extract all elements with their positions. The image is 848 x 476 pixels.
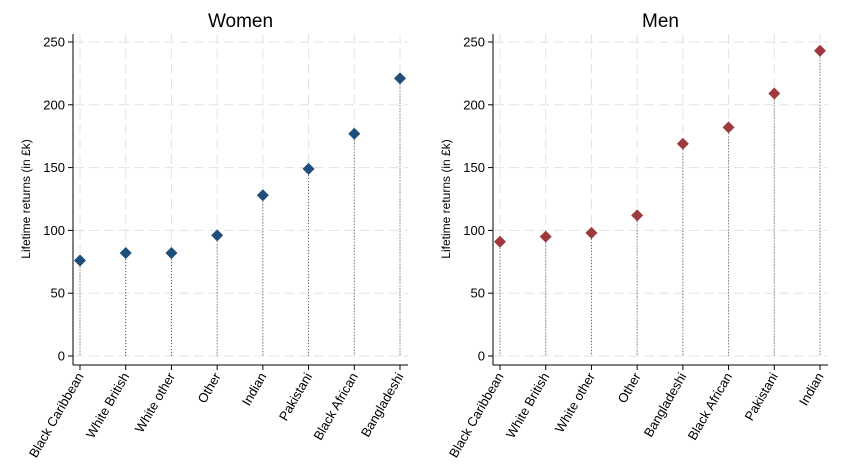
- men-panel: Men Lifetime returns (in £k) 0 50 100 150 200 2…: [439, 11, 828, 460]
- y-tick-label: 100: [463, 223, 485, 238]
- y-tick-label: 250: [463, 35, 485, 50]
- data-point-marker: [211, 229, 224, 242]
- y-axis-label: Lifetime returns (in £k): [439, 139, 453, 258]
- x-tick-label: Black African: [310, 370, 361, 443]
- x-tick-label: Indian: [796, 370, 827, 408]
- x-tick-label: Bangladeshi: [641, 370, 690, 440]
- y-tick-label: 200: [463, 97, 485, 112]
- y-tick-label: 50: [471, 286, 485, 301]
- x-tick-label: White other: [132, 369, 179, 435]
- x-tick-label: Other: [614, 369, 644, 405]
- y-tick-label: 150: [43, 160, 65, 175]
- data-point-marker: [631, 209, 644, 222]
- data-point-marker: [256, 189, 269, 202]
- panel-title: Women: [208, 11, 273, 32]
- x-tick-label: Black Caribbean: [446, 370, 507, 460]
- x-tick-label: Black African: [685, 370, 736, 443]
- data-point-marker: [74, 254, 86, 267]
- data-point-marker: [494, 235, 506, 248]
- data-point-marker: [394, 72, 406, 85]
- data-point-marker: [302, 162, 315, 175]
- y-tick-label: 0: [58, 349, 65, 364]
- data-point-marker: [119, 247, 132, 260]
- data-point-marker: [768, 87, 781, 100]
- data-point-marker: [165, 247, 178, 260]
- x-tick-label: White other: [552, 369, 599, 435]
- x-tick-label: White British: [503, 370, 552, 441]
- data-point-marker: [585, 226, 598, 239]
- x-tick-label: Pakistani: [276, 370, 315, 423]
- x-tick-label: White British: [83, 370, 132, 441]
- y-tick-label: 150: [463, 160, 485, 175]
- data-point-marker: [722, 121, 735, 134]
- x-tick-label: Bangladeshi: [358, 370, 407, 440]
- x-tick-label: Indian: [239, 370, 270, 408]
- x-tick-label: Black Caribbean: [26, 370, 87, 460]
- data-point-marker: [676, 137, 689, 150]
- x-tick-label: Pakistani: [742, 370, 781, 423]
- x-tick-label: Other: [194, 369, 224, 405]
- data-point-marker: [539, 230, 552, 243]
- y-tick-label: 50: [51, 286, 65, 301]
- data-point-marker: [348, 127, 361, 140]
- women-panel: Women Lifetime returns (in £k) 0 50 100 150 20…: [19, 11, 408, 460]
- y-axis-label: Lifetime returns (in £k): [19, 139, 33, 258]
- panel-title: Men: [642, 11, 679, 32]
- y-tick-label: 250: [43, 35, 65, 50]
- data-point-marker: [814, 44, 826, 57]
- y-tick-label: 0: [478, 349, 485, 364]
- y-tick-label: 200: [43, 97, 65, 112]
- y-tick-label: 100: [43, 223, 65, 238]
